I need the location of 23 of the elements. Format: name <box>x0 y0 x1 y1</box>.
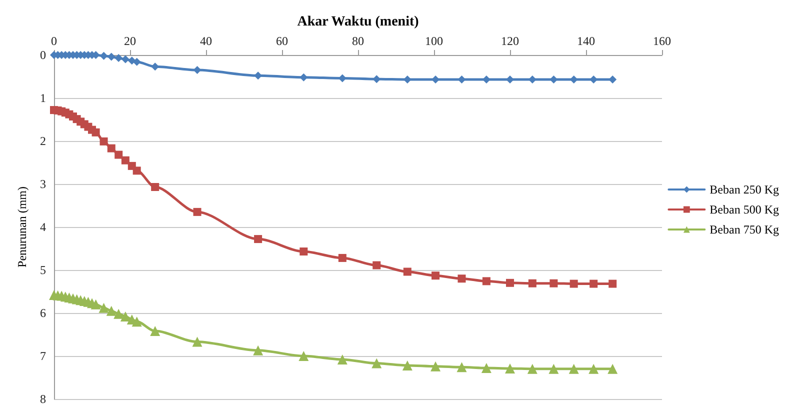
x-tick-label: 160 <box>653 34 671 48</box>
y-tick-label: 1 <box>40 91 46 105</box>
legend-label: Beban 500 Kg <box>710 202 780 216</box>
x-tick-label: 80 <box>352 34 364 48</box>
y-tick-label: 0 <box>40 48 46 62</box>
x-axis-title: Akar Waktu (menit) <box>297 14 420 30</box>
x-tick-label: 140 <box>577 34 595 48</box>
y-axis-title: Penurunan (mm) <box>15 186 29 268</box>
y-tick-label: 6 <box>40 306 46 320</box>
x-tick-label: 0 <box>51 34 57 48</box>
y-tick-label: 2 <box>40 134 46 148</box>
y-tick-label: 5 <box>40 263 46 277</box>
legend-label: Beban 750 Kg <box>710 222 780 236</box>
x-tick-label: 120 <box>501 34 519 48</box>
x-tick-label: 40 <box>200 34 212 48</box>
x-tick-label: 100 <box>425 34 443 48</box>
y-tick-label: 7 <box>40 349 46 363</box>
x-tick-label: 60 <box>276 34 288 48</box>
x-tick-label: 20 <box>124 34 136 48</box>
y-tick-label: 4 <box>40 220 46 234</box>
legend-label: Beban 250 Kg <box>710 182 780 196</box>
y-tick-label: 8 <box>40 392 46 406</box>
y-tick-label: 3 <box>40 177 46 191</box>
